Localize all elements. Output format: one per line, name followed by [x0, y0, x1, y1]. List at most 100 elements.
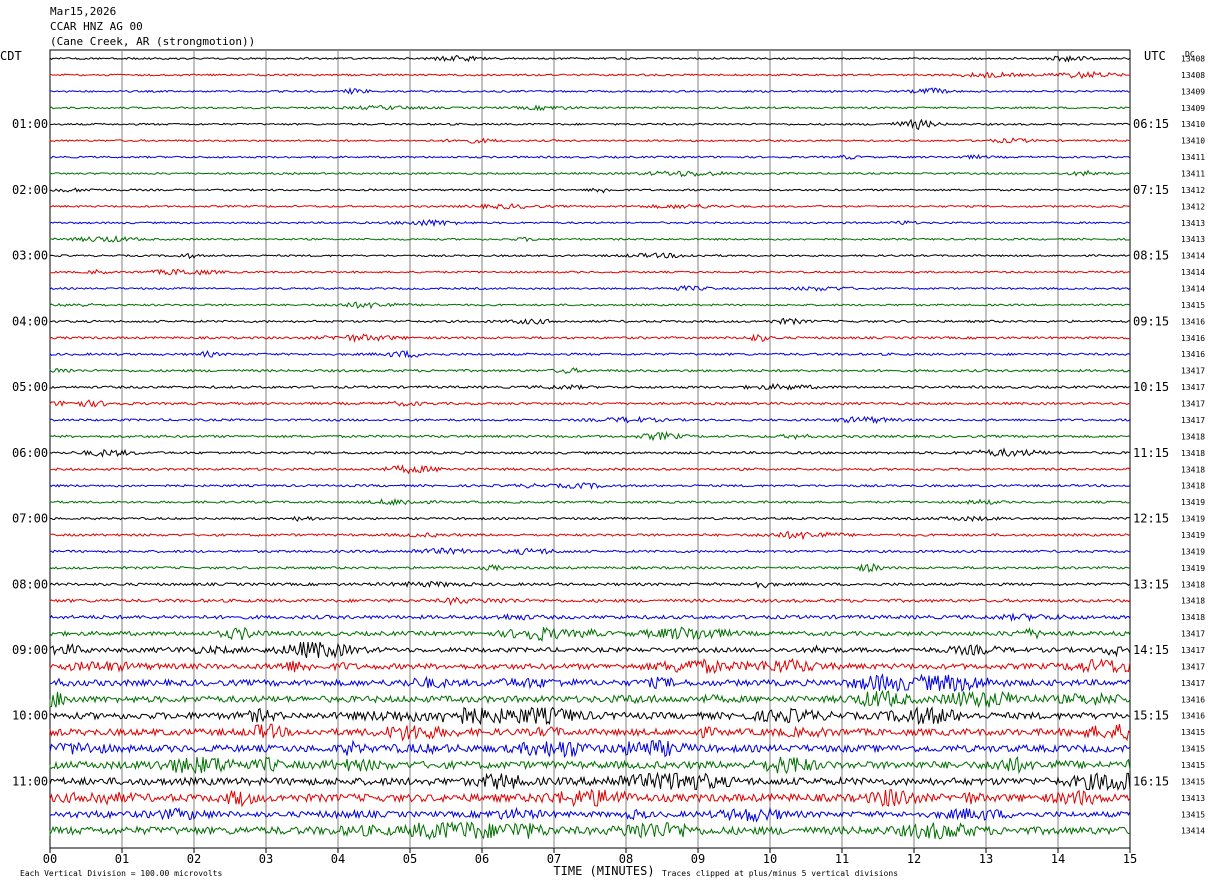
seismic-trace: [49, 349, 1131, 359]
seismic-trace: [49, 580, 1131, 589]
dc-offset-label: 13414: [1181, 268, 1205, 277]
dc-offset-label: 13419: [1181, 498, 1205, 507]
seismic-trace: [49, 202, 1131, 210]
dc-offset-label: 13416: [1181, 334, 1205, 343]
dc-offset-label: 13412: [1181, 202, 1205, 211]
seismic-trace: [49, 430, 1131, 442]
x-tick-label: 05: [403, 852, 417, 866]
dc-offset-label: 13418: [1181, 580, 1205, 589]
cdt-hour-label: 06:00: [12, 446, 48, 460]
dc-offset-label: 13413: [1181, 219, 1205, 228]
dc-offset-label: 13418: [1181, 449, 1205, 458]
utc-hour-label: 06:15: [1133, 117, 1169, 131]
seismic-trace: [49, 70, 1130, 80]
dc-offset-label: 13418: [1181, 613, 1205, 622]
cdt-hour-label: 05:00: [12, 380, 48, 394]
dc-offset-label: 13417: [1181, 662, 1205, 671]
dc-offset-label: 13411: [1181, 170, 1205, 179]
seismic-trace: [49, 641, 1131, 659]
utc-hour-label: 11:15: [1133, 446, 1169, 460]
seismic-trace: [49, 268, 1131, 276]
dc-offset-label: 13418: [1181, 432, 1205, 441]
seismic-trace: [49, 673, 1131, 692]
seismic-trace: [49, 187, 1131, 194]
seismic-trace: [49, 515, 1131, 523]
dc-offset-label: 13417: [1181, 383, 1205, 392]
seismic-trace: [49, 739, 1131, 758]
dc-axis-title: DC: [1185, 50, 1195, 59]
dc-offset-label: 13419: [1181, 531, 1205, 540]
seismic-trace: [49, 153, 1131, 160]
dc-offset-label: 13415: [1181, 728, 1205, 737]
utc-hour-label: 10:15: [1133, 380, 1169, 394]
dc-offset-label: 13416: [1181, 350, 1205, 359]
utc-axis-title: UTC: [1144, 49, 1166, 63]
seismic-trace: [49, 806, 1131, 823]
x-tick-label: 02: [187, 852, 201, 866]
cdt-hour-label: 07:00: [12, 512, 48, 526]
seismic-trace: [49, 689, 1131, 709]
seismic-trace: [49, 658, 1131, 674]
dc-offset-label: 13415: [1181, 745, 1205, 754]
station-code: CCAR HNZ AG 00: [50, 20, 143, 33]
dc-offset-label: 13418: [1181, 482, 1205, 491]
dc-offset-label: 13410: [1181, 137, 1205, 146]
utc-hour-label: 09:15: [1133, 314, 1169, 328]
scale-note: Each Vertical Division = 100.00 microvol…: [20, 869, 222, 878]
seismic-trace: [49, 547, 1131, 556]
x-tick-label: 03: [259, 852, 273, 866]
cdt-hour-label: 04:00: [12, 314, 48, 328]
dc-offset-label: 13417: [1181, 416, 1205, 425]
cdt-axis-title: CDT: [0, 49, 22, 63]
x-axis-title: TIME (MINUTES): [553, 864, 654, 878]
x-tick-label: 12: [907, 852, 921, 866]
seismic-trace: [49, 562, 1131, 574]
dc-offset-label: 13410: [1181, 120, 1205, 129]
seismic-trace: [49, 626, 1131, 642]
x-tick-label: 14: [1051, 852, 1065, 866]
utc-hour-label: 12:15: [1133, 512, 1169, 526]
dc-offset-label: 13417: [1181, 400, 1205, 409]
dc-offset-label: 13417: [1181, 646, 1205, 655]
utc-hour-label: 13:15: [1133, 577, 1169, 591]
cdt-hour-label: 02:00: [12, 183, 48, 197]
x-tick-label: 01: [115, 852, 129, 866]
seismic-trace: [49, 367, 1131, 375]
utc-hour-label: 08:15: [1133, 249, 1169, 263]
x-tick-label: 08: [619, 852, 633, 866]
seismic-trace: [49, 482, 1131, 490]
seismic-trace: [49, 415, 1131, 425]
utc-hour-label: 07:15: [1133, 183, 1169, 197]
cdt-hour-label: 08:00: [12, 577, 48, 591]
dc-offset-label: 13409: [1181, 87, 1205, 96]
seismic-trace: [49, 301, 1131, 310]
seismic-trace: [49, 284, 1131, 292]
cdt-hour-label: 10:00: [12, 709, 48, 723]
x-tick-label: 11: [835, 852, 849, 866]
seismic-trace: [49, 234, 1131, 243]
dc-offset-label: 13416: [1181, 712, 1205, 721]
seismic-trace: [49, 399, 1131, 408]
dc-offset-label: 13413: [1181, 235, 1205, 244]
dc-offset-label: 13413: [1181, 794, 1205, 803]
dc-offset-label: 13418: [1181, 465, 1205, 474]
seismic-trace: [49, 464, 1131, 475]
x-tick-label: 10: [763, 852, 777, 866]
seismic-trace: [49, 118, 1131, 131]
seismic-trace: [49, 87, 1131, 96]
dc-offset-label: 13409: [1181, 104, 1205, 113]
plot-frame: [49, 49, 1131, 849]
cdt-hour-label: 11:00: [12, 774, 48, 788]
dc-offset-label: 13416: [1181, 695, 1205, 704]
dc-offset-label: 13412: [1181, 186, 1205, 195]
dc-offset-label: 13415: [1181, 761, 1205, 770]
seismic-trace: [49, 219, 1131, 228]
seismic-trace: [49, 612, 1131, 623]
dc-offset-label: 13419: [1181, 564, 1205, 573]
x-tick-label: 00: [43, 852, 57, 866]
seismic-trace: [49, 137, 1131, 144]
dc-offset-label: 13417: [1181, 679, 1205, 688]
dc-offset-label: 13408: [1181, 55, 1205, 64]
dc-offset-label: 13411: [1181, 153, 1205, 162]
